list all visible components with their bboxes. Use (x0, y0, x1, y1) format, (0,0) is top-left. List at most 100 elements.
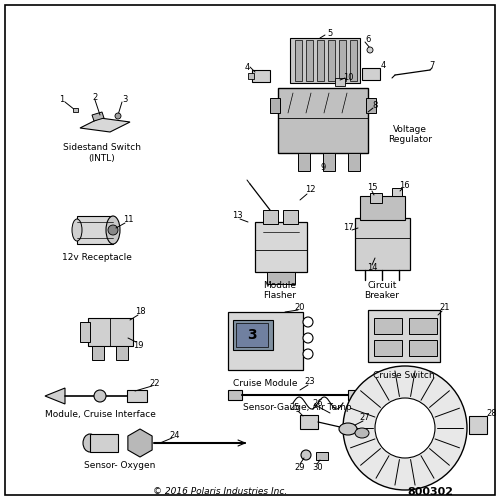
Bar (368, 310, 440, 362)
Bar (370, 193, 382, 203)
Text: 5: 5 (328, 28, 332, 38)
Text: Cruise Switch: Cruise Switch (373, 370, 435, 380)
Text: Sensor- Oxygen: Sensor- Oxygen (84, 460, 156, 469)
Circle shape (343, 366, 467, 490)
Circle shape (115, 113, 121, 119)
Text: 26: 26 (312, 398, 324, 407)
Bar (348, 390, 364, 400)
Circle shape (301, 450, 311, 460)
Circle shape (108, 225, 118, 235)
Text: Module, Cruise Interface: Module, Cruise Interface (44, 410, 156, 420)
Text: 9: 9 (320, 164, 326, 172)
Ellipse shape (106, 216, 120, 244)
Text: 18: 18 (134, 308, 145, 316)
Bar (300, 415, 318, 429)
Bar (263, 210, 278, 224)
Bar (362, 68, 380, 80)
Bar (409, 318, 437, 334)
Text: 22: 22 (150, 378, 160, 388)
Bar (323, 153, 335, 171)
Bar (348, 153, 360, 171)
Bar (77, 216, 113, 244)
Text: 2: 2 (92, 92, 98, 102)
Text: 15: 15 (367, 184, 378, 192)
Ellipse shape (355, 428, 369, 438)
Text: 10: 10 (343, 74, 353, 82)
Bar (374, 318, 402, 334)
Text: 800302: 800302 (407, 487, 453, 497)
Text: © 2016 Polaris Industries Inc.: © 2016 Polaris Industries Inc. (153, 488, 287, 496)
Polygon shape (92, 112, 104, 121)
Text: 27: 27 (360, 414, 370, 422)
Text: 29: 29 (295, 462, 305, 471)
Bar (270, 98, 280, 113)
Circle shape (303, 349, 313, 359)
Text: 21: 21 (440, 304, 450, 312)
Text: 25: 25 (290, 404, 300, 412)
Bar (233, 320, 273, 350)
Bar (374, 340, 402, 356)
Bar (298, 153, 310, 171)
Text: 14: 14 (367, 264, 378, 272)
Text: 13: 13 (232, 212, 242, 220)
Text: 1: 1 (60, 94, 64, 104)
Text: Circuit: Circuit (368, 280, 396, 289)
Text: 12v Receptacle: 12v Receptacle (62, 254, 132, 262)
Ellipse shape (339, 423, 357, 435)
Polygon shape (45, 388, 65, 404)
Text: Flasher: Flasher (264, 292, 296, 300)
Bar (316, 452, 328, 460)
Bar (228, 312, 303, 370)
Text: Sensor-Gauge, Air Temp: Sensor-Gauge, Air Temp (242, 404, 352, 412)
Bar (306, 40, 313, 81)
Bar (248, 73, 254, 79)
Bar (255, 222, 307, 272)
Bar (409, 340, 437, 356)
Text: 19: 19 (133, 340, 143, 349)
Bar (73, 108, 78, 112)
Bar (236, 323, 268, 347)
Bar (295, 40, 302, 81)
Text: Cruise Module: Cruise Module (233, 380, 297, 388)
Bar (88, 318, 133, 346)
Bar (90, 434, 118, 452)
Bar (392, 188, 402, 196)
Bar (228, 390, 242, 400)
Text: 6: 6 (366, 34, 370, 43)
Bar (278, 88, 368, 153)
Text: (INTL): (INTL) (88, 154, 116, 162)
Text: 28: 28 (486, 408, 498, 418)
Text: 3: 3 (122, 96, 128, 104)
Circle shape (94, 390, 106, 402)
Text: 16: 16 (398, 182, 409, 190)
Polygon shape (128, 429, 152, 457)
Text: Voltage: Voltage (393, 126, 427, 134)
Text: Sidestand Switch: Sidestand Switch (63, 144, 141, 152)
Circle shape (375, 398, 435, 458)
Text: 11: 11 (123, 216, 133, 224)
Text: 8: 8 (372, 100, 378, 110)
Text: 7: 7 (430, 60, 434, 70)
Polygon shape (80, 118, 130, 132)
Text: 24: 24 (170, 430, 180, 440)
Circle shape (303, 317, 313, 327)
Bar (116, 346, 128, 360)
Bar (335, 78, 345, 86)
Bar (350, 40, 357, 81)
Text: Module: Module (264, 282, 296, 290)
Bar (283, 210, 298, 224)
Text: 12: 12 (305, 186, 316, 194)
Text: Regulator: Regulator (388, 136, 432, 144)
Text: 4: 4 (380, 60, 386, 70)
Bar (92, 346, 104, 360)
Bar (355, 218, 410, 270)
Circle shape (367, 47, 373, 53)
Bar (252, 70, 270, 82)
Text: 20: 20 (295, 302, 305, 312)
Bar (290, 38, 360, 83)
Bar (469, 416, 487, 434)
Ellipse shape (83, 434, 97, 452)
Text: 30: 30 (312, 462, 324, 471)
Text: 17: 17 (342, 222, 353, 232)
Bar (317, 40, 324, 81)
